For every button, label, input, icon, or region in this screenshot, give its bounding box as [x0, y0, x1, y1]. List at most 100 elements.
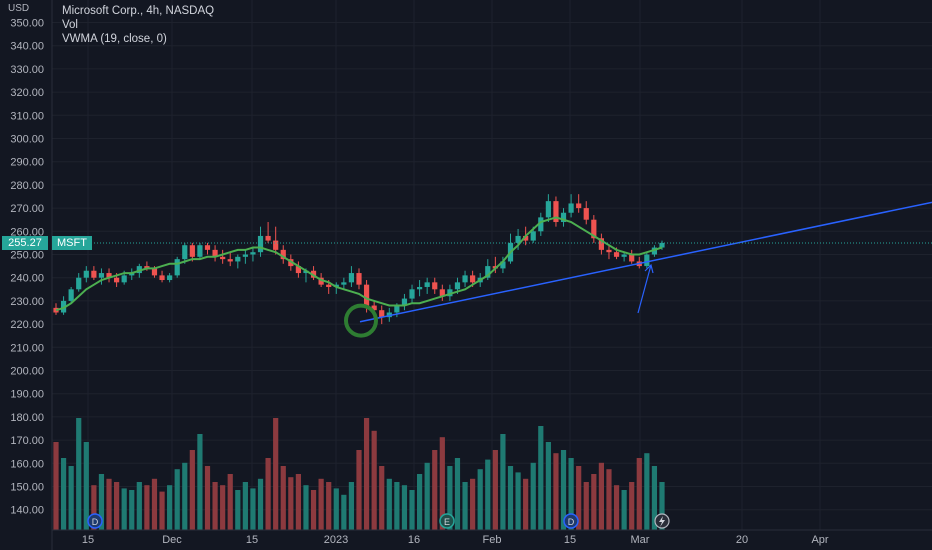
price-tick-label: 160.00	[10, 458, 44, 470]
candle-body	[591, 219, 597, 239]
volume-bar	[333, 488, 339, 530]
candle-body	[523, 235, 529, 241]
annotation-circle[interactable]	[344, 303, 378, 338]
candle-body	[545, 201, 551, 218]
volume-bar	[341, 494, 347, 530]
price-tick-label: 280.00	[10, 180, 44, 192]
volume-bar	[538, 426, 544, 530]
price-tick-label: 200.00	[10, 366, 44, 378]
annotation-arrow[interactable]	[637, 264, 652, 314]
volume-bar	[106, 478, 112, 530]
volume-bar	[250, 488, 256, 530]
price-tick-label: 300.00	[10, 134, 44, 146]
volume-bar	[257, 478, 264, 530]
candle-body	[530, 231, 536, 241]
candle-body	[485, 266, 491, 278]
candle-body	[129, 273, 135, 276]
candle-body	[106, 273, 112, 278]
candle-body	[613, 252, 620, 257]
volume-bar	[424, 462, 430, 530]
candle-body	[280, 249, 286, 260]
volume-bar	[447, 466, 453, 530]
candle-body	[204, 245, 211, 250]
volume-bar	[326, 482, 332, 530]
volume-bar	[159, 491, 165, 530]
price-tick-label: 270.00	[10, 203, 44, 215]
candle-body	[439, 289, 445, 297]
candle-body	[303, 270, 309, 274]
candle-body	[83, 270, 89, 278]
volume-bar	[583, 482, 589, 530]
price-tick-label: 190.00	[10, 389, 44, 401]
volume-bar	[318, 478, 324, 530]
candle-body	[621, 254, 627, 257]
volume-bar	[560, 450, 567, 530]
price-tick-label: 310.00	[10, 110, 44, 122]
time-tick-label: 20	[736, 534, 748, 546]
time-tick-label: Apr	[811, 534, 828, 546]
candle-body	[227, 259, 233, 262]
volume-bar	[439, 437, 445, 530]
volume-bar	[121, 488, 127, 530]
symbol-title[interactable]: Microsoft Corp., 4h, NASDAQ	[62, 5, 215, 17]
volume-bar	[273, 418, 279, 530]
volume-bar	[280, 466, 286, 530]
candle-body	[189, 245, 195, 257]
vwma-indicator-label[interactable]: VWMA (19, close, 0)	[62, 33, 167, 45]
volume-bar	[379, 466, 385, 530]
volume-bar	[462, 482, 468, 530]
candle-body	[447, 289, 453, 297]
volume-bar	[91, 485, 97, 530]
volume-bar	[144, 485, 150, 530]
candle-body	[629, 254, 635, 262]
price-tick-label: 240.00	[10, 273, 44, 285]
volume-bar	[242, 482, 248, 530]
price-tick-label: 170.00	[10, 435, 44, 447]
volume-bar	[265, 458, 271, 530]
volume-bar	[515, 472, 521, 530]
earnings-marker[interactable]	[439, 513, 455, 529]
price-axis[interactable]: 350.00 340.00 330.00 320.00 310.00 300.00 290.…	[10, 18, 44, 517]
volume-bar	[394, 482, 400, 530]
volume-bar	[470, 478, 476, 530]
candle-body	[560, 212, 567, 223]
price-tick-label: 220.00	[10, 319, 44, 331]
volume-indicator-label[interactable]: Vol	[62, 19, 78, 31]
price-tick-label: 180.00	[10, 412, 44, 424]
trendline[interactable]	[359, 201, 932, 323]
price-tick-label: 230.00	[10, 296, 44, 308]
volume-bar	[454, 458, 461, 530]
dividend-marker[interactable]	[87, 513, 103, 529]
candle-body	[462, 275, 468, 283]
volume-bar	[636, 458, 642, 530]
time-tick-label: 16	[408, 534, 420, 546]
candle-body	[568, 203, 574, 213]
candle-body	[606, 249, 612, 253]
candle-body	[159, 275, 165, 281]
price-tick-label: 260.00	[10, 226, 44, 238]
volume-bar	[197, 434, 203, 530]
candle-body	[257, 235, 264, 253]
volume-bar	[114, 482, 120, 530]
time-tick-label: 15	[564, 534, 576, 546]
volume-bar	[167, 485, 173, 530]
volume-bar	[227, 474, 233, 530]
time-tick-label: Feb	[483, 534, 502, 546]
volume-bar	[417, 474, 423, 530]
volume-bar	[545, 442, 551, 530]
price-tick-label: 320.00	[10, 87, 44, 99]
time-axis[interactable]: 15 Dec 15 2023 16 Feb 15 Mar 20 Apr	[82, 534, 829, 546]
volume-bar	[235, 490, 241, 530]
candle-body	[356, 273, 362, 285]
price-tick-label: 340.00	[10, 41, 44, 53]
candle-body	[212, 249, 218, 257]
candle-body	[644, 254, 650, 267]
candle-body	[114, 277, 120, 283]
dividend-marker[interactable]	[563, 513, 579, 529]
volume-bar	[500, 434, 506, 530]
volume-bar	[151, 478, 158, 530]
candle-body	[538, 217, 544, 232]
volume-bar	[409, 490, 415, 530]
